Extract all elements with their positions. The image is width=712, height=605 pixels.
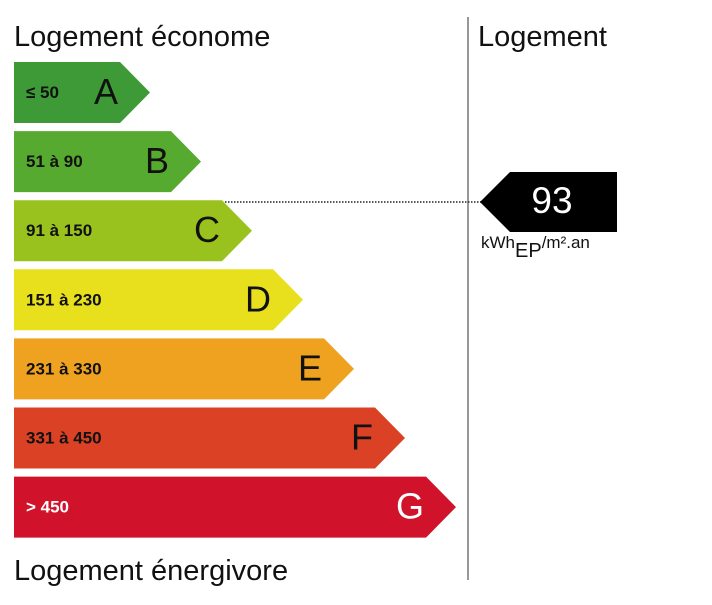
band-range: 91 à 150 xyxy=(26,221,92,240)
bands: ≤ 50 A 51 à 90 B 91 à 150 C 151 à 230 D 231 à 33… xyxy=(14,62,456,538)
band: > 450 G xyxy=(14,476,456,538)
unit-suffix: /m².an xyxy=(542,233,590,252)
band-letter: G xyxy=(396,486,424,527)
header-right: Logement xyxy=(478,21,607,53)
band-range: ≤ 50 xyxy=(26,83,59,102)
band-shape xyxy=(14,338,354,400)
band-shape xyxy=(14,62,150,123)
band: 331 à 450 F xyxy=(14,407,405,469)
band: 51 à 90 B xyxy=(14,131,201,193)
indicator-arrow xyxy=(480,172,617,232)
band: 91 à 150 C xyxy=(14,200,252,262)
band-shape xyxy=(14,407,405,469)
band: 151 à 230 D xyxy=(14,269,303,331)
header-left: Logement économe xyxy=(14,21,270,53)
band-letter: A xyxy=(94,71,118,112)
unit-subscript: EP xyxy=(515,240,542,262)
band-range: > 450 xyxy=(26,498,69,517)
band: 231 à 330 E xyxy=(14,338,354,400)
band-shape xyxy=(14,476,456,538)
band-range: 151 à 230 xyxy=(26,290,102,309)
band-letter: E xyxy=(298,347,322,388)
indicator-value: 93 xyxy=(531,180,572,221)
band-letter: C xyxy=(194,209,220,250)
band-letter: B xyxy=(145,140,169,181)
unit: kWh xyxy=(481,233,515,252)
band-letter: F xyxy=(351,417,373,458)
band-shape xyxy=(14,131,201,193)
band-shape xyxy=(14,200,252,262)
band-range: 331 à 450 xyxy=(26,428,102,447)
band-shape xyxy=(14,269,303,331)
band-range: 231 à 330 xyxy=(26,359,102,378)
band: ≤ 50 A xyxy=(14,62,150,123)
band-letter: D xyxy=(245,278,271,319)
band-range: 51 à 90 xyxy=(26,152,83,171)
footer: Logement énergivore xyxy=(14,555,288,587)
indicator-unit: kWhEP/m².an xyxy=(481,233,590,262)
